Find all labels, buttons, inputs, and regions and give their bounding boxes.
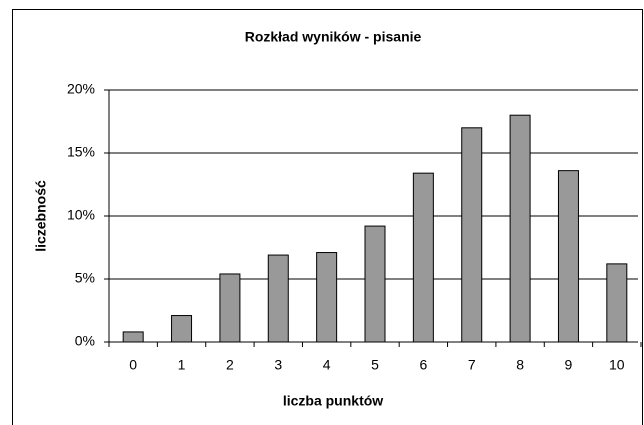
bar	[122, 331, 144, 343]
y-tick-label: 5%	[75, 270, 95, 286]
chart-border	[12, 9, 643, 425]
bar	[461, 127, 483, 343]
bar	[412, 172, 434, 343]
x-tick-label: 4	[323, 357, 331, 373]
x-tick-label: 2	[226, 357, 234, 373]
x-tick-label: 1	[178, 357, 186, 373]
x-tick-label: 0	[129, 357, 137, 373]
y-axis-label: liczebność	[33, 180, 49, 252]
bar	[267, 254, 289, 343]
bar	[509, 114, 531, 343]
x-tick-label: 3	[274, 357, 282, 373]
bar	[219, 273, 241, 343]
y-tick-label: 10%	[67, 207, 95, 223]
x-tick-label: 7	[468, 357, 476, 373]
bar	[316, 252, 338, 343]
x-tick-label: 8	[516, 357, 524, 373]
x-tick-label: 10	[609, 357, 625, 373]
y-tick-label: 0%	[75, 333, 95, 349]
x-tick-label: 5	[371, 357, 379, 373]
chart-title: Rozkład wyników - pisanie	[245, 29, 422, 45]
bar	[364, 225, 386, 343]
bar	[606, 263, 628, 343]
x-tick-label: 6	[419, 357, 427, 373]
bar	[557, 170, 579, 343]
x-axis-label: liczba punktów	[283, 393, 383, 409]
y-tick-label: 20%	[67, 81, 95, 97]
x-tick-label: 9	[565, 357, 573, 373]
y-tick-label: 15%	[67, 144, 95, 160]
bar	[171, 315, 193, 343]
